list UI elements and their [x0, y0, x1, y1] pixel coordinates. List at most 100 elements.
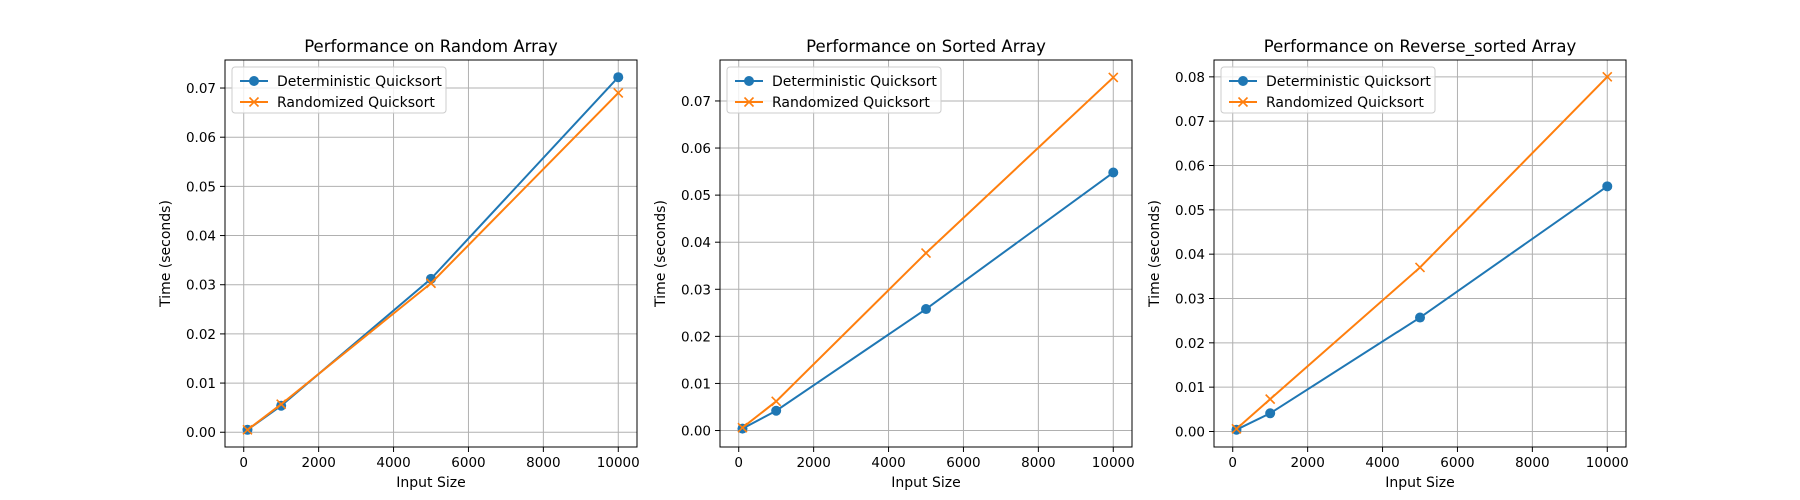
y-tick-label: 0.00: [681, 424, 711, 440]
data-point: [425, 278, 437, 289]
legend-label: Deterministic Quicksort: [1266, 74, 1431, 90]
y-tick-label: 0.04: [1175, 247, 1205, 263]
legend-box: [231, 66, 447, 114]
data-point: [771, 396, 782, 407]
x-marker-stroke: [1231, 423, 1242, 434]
x-marker-stroke: [613, 87, 624, 99]
series-line-2: [1235, 76, 1608, 430]
x-marker-stroke: [1237, 96, 1249, 108]
y-tick-label: 0.06: [186, 130, 216, 146]
x-tick-label: 6000: [1440, 455, 1474, 471]
chart-panel-2: 0 2000 4000 6000 8000 10000 0.00 0.01 0.02 0.03 0.…: [653, 37, 1135, 491]
series-line-2: [246, 92, 619, 431]
y-tick-label: 0.05: [681, 188, 711, 204]
x-tick-label: 2000: [301, 455, 335, 471]
y-tick-label: 0.04: [186, 229, 216, 245]
legend: Deterministic Quicksort Randomized Quicks…: [726, 66, 942, 114]
x-tick-label: 8000: [526, 455, 560, 471]
x-axis-label: Input Size: [891, 475, 960, 491]
legend-box: [726, 66, 942, 114]
data-point: [242, 424, 253, 435]
y-axis-label: Time (seconds): [653, 200, 669, 308]
legend-label: Randomized Quicksort: [772, 95, 930, 111]
legend-box: [1220, 66, 1436, 114]
axes-frame: [224, 59, 638, 448]
y-tick-label: 0.08: [1175, 70, 1205, 86]
x-tick-label: 0: [1228, 455, 1237, 471]
x-tick-label: 8000: [1515, 455, 1549, 471]
series-line-1: [742, 171, 1114, 430]
y-axis-label: Time (seconds): [1147, 200, 1163, 308]
data-point: [276, 399, 287, 410]
y-tick-label: 0.00: [1175, 424, 1205, 440]
x-tick-label: 8000: [1021, 455, 1055, 471]
x-marker-stroke: [737, 422, 748, 433]
data-point: [613, 87, 624, 99]
legend-marker: [249, 76, 259, 86]
y-tick-label: 0.03: [1175, 291, 1205, 307]
x-marker-stroke: [1108, 72, 1119, 83]
x-axis-label: Input Size: [396, 475, 465, 491]
legend: Deterministic Quicksort Randomized Quicks…: [231, 66, 447, 114]
x-tick-label: 4000: [376, 455, 410, 471]
x-tick-label: 4000: [1365, 455, 1399, 471]
chart-title: Performance on Random Array: [304, 37, 558, 56]
y-tick-label: 0.03: [681, 282, 711, 298]
x-marker-stroke: [1265, 394, 1276, 405]
legend-marker: [743, 96, 755, 108]
data-point: [921, 304, 931, 315]
chart-title: Performance on Reverse_sorted Array: [1264, 37, 1577, 57]
axes-frame: [1213, 59, 1627, 448]
data-point: [1265, 394, 1276, 405]
x-marker-stroke: [248, 96, 260, 108]
x-marker-stroke: [242, 424, 253, 435]
y-tick-label: 0.07: [186, 81, 216, 97]
data-point: [1265, 408, 1276, 419]
x-marker-stroke: [1602, 71, 1613, 82]
data-point: [1108, 167, 1119, 178]
x-marker-stroke: [276, 399, 287, 410]
y-tick-label: 0.02: [186, 327, 216, 343]
y-tick-label: 0.07: [1175, 114, 1205, 130]
y-tick-label: 0.02: [1175, 336, 1205, 352]
x-tick-label: 6000: [451, 455, 485, 471]
x-marker-stroke: [425, 278, 437, 289]
x-tick-label: 0: [734, 455, 743, 471]
grid-lines: [1214, 60, 1626, 447]
legend-label: Deterministic Quicksort: [277, 74, 442, 90]
legend-marker: [1238, 76, 1248, 86]
y-tick-label: 0.05: [1175, 203, 1205, 219]
y-tick-label: 0.06: [1175, 159, 1205, 175]
y-tick-label: 0.01: [681, 376, 711, 392]
axes-frame: [719, 59, 1133, 448]
grid-lines: [225, 60, 637, 447]
legend-marker: [248, 96, 260, 108]
chart-panel-3: 0 2000 4000 6000 8000 10000 0.00 0.01 0.02 0.03 0.…: [1147, 37, 1629, 491]
legend: Deterministic Quicksort Randomized Quicks…: [1220, 66, 1436, 114]
series-line-1: [1236, 185, 1608, 431]
series-line-1: [246, 76, 620, 431]
x-marker-stroke: [771, 396, 782, 407]
y-tick-label: 0.07: [681, 94, 711, 110]
data-point: [1602, 71, 1613, 82]
y-tick-label: 0.01: [1175, 380, 1205, 396]
legend-label: Randomized Quicksort: [1266, 95, 1424, 111]
legend-marker: [744, 76, 754, 86]
legend-label: Deterministic Quicksort: [772, 74, 937, 90]
legend-label: Randomized Quicksort: [277, 95, 435, 111]
y-tick-label: 0.03: [186, 278, 216, 294]
y-tick-label: 0.05: [186, 179, 216, 195]
chart-panel-1: 0 2000 4000 6000 8000 10000 0.00 0.01 0.02 0.03 0.…: [158, 37, 640, 491]
data-point: [1602, 181, 1613, 192]
x-tick-label: 2000: [1290, 455, 1324, 471]
x-axis-label: Input Size: [1385, 475, 1454, 491]
x-marker-stroke: [920, 247, 932, 259]
chart-title: Performance on Sorted Array: [806, 37, 1046, 56]
data-point: [737, 422, 748, 433]
x-tick-label: 6000: [946, 455, 980, 471]
x-tick-label: 10000: [1092, 455, 1135, 471]
data-point: [1415, 312, 1425, 323]
data-point: [1231, 423, 1242, 434]
y-tick-label: 0.01: [186, 376, 216, 392]
